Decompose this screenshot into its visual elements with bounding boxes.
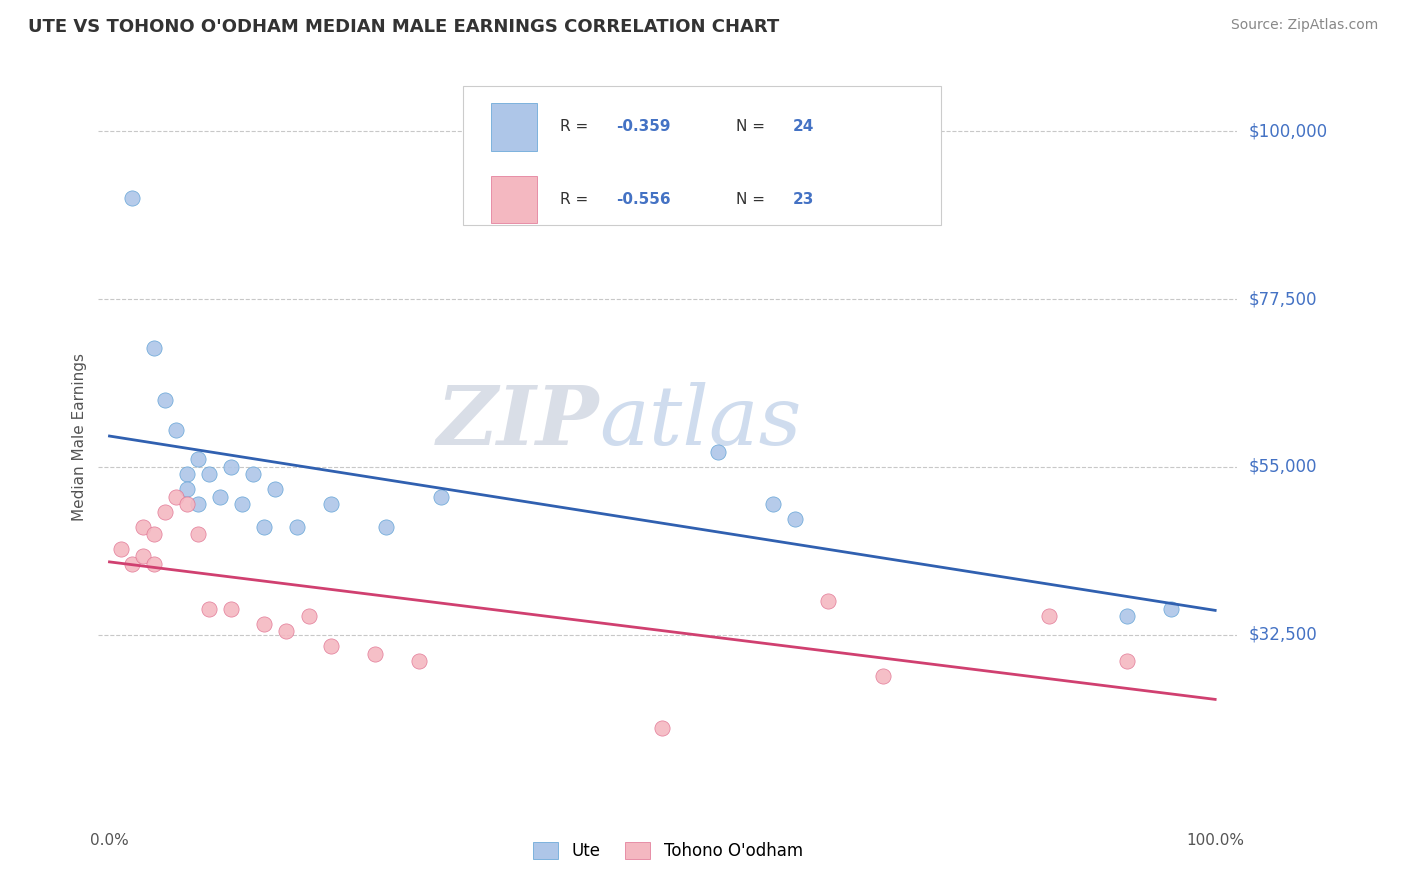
Point (176, 467, 198, 482)
Point (253, 616, 276, 631)
Text: $55,000: $55,000 (1249, 458, 1317, 476)
Text: UTE VS TOHONO O'ODHAM MEDIAN MALE EARNINGS CORRELATION CHART: UTE VS TOHONO O'ODHAM MEDIAN MALE EARNIN… (28, 18, 779, 36)
Point (121, 557, 143, 571)
Text: $100,000: $100,000 (1249, 122, 1327, 140)
Text: 0.0%: 0.0% (90, 833, 129, 848)
Legend: Ute, Tohono O'odham: Ute, Tohono O'odham (533, 842, 803, 860)
Point (872, 669, 894, 683)
Point (1115, 609, 1137, 624)
Point (187, 452, 209, 467)
Text: R =: R = (560, 120, 593, 135)
Point (142, 341, 165, 355)
Text: -0.359: -0.359 (617, 120, 671, 135)
Y-axis label: Median Male Earnings: Median Male Earnings (72, 353, 87, 521)
Point (153, 392, 176, 407)
Text: $32,500: $32,500 (1249, 626, 1317, 644)
Text: -0.556: -0.556 (617, 192, 671, 207)
Point (1115, 654, 1137, 668)
Text: $77,500: $77,500 (1249, 290, 1317, 308)
Point (817, 594, 839, 608)
Point (131, 519, 153, 533)
Point (408, 654, 430, 668)
Point (219, 601, 242, 615)
Point (651, 721, 673, 735)
Point (264, 483, 287, 497)
Point (297, 609, 319, 624)
Point (242, 467, 264, 482)
Point (165, 423, 187, 437)
Text: 23: 23 (793, 192, 814, 207)
Point (142, 527, 165, 541)
Point (198, 467, 221, 482)
Point (121, 191, 143, 205)
Point (176, 497, 198, 511)
Text: atlas: atlas (599, 383, 801, 462)
Point (176, 483, 198, 497)
Text: R =: R = (560, 192, 593, 207)
Point (364, 647, 387, 661)
Point (187, 497, 209, 511)
Point (319, 497, 342, 511)
Bar (491, 103, 537, 151)
Text: N =: N = (737, 192, 770, 207)
Point (287, 519, 309, 533)
Text: 24: 24 (793, 120, 814, 135)
FancyBboxPatch shape (463, 86, 941, 225)
Text: N =: N = (737, 120, 770, 135)
Point (131, 549, 153, 564)
Text: 100.0%: 100.0% (1187, 833, 1244, 848)
Point (783, 512, 806, 526)
Point (319, 639, 342, 653)
Text: ZIP: ZIP (437, 383, 599, 462)
Point (187, 527, 209, 541)
Point (276, 624, 298, 639)
Point (142, 557, 165, 571)
Point (374, 519, 396, 533)
Point (1038, 609, 1060, 624)
Point (231, 497, 253, 511)
Point (165, 490, 187, 504)
Bar (491, 176, 537, 223)
Point (706, 445, 728, 459)
Point (1160, 601, 1182, 615)
Point (430, 490, 453, 504)
Point (253, 519, 276, 533)
Text: Source: ZipAtlas.com: Source: ZipAtlas.com (1230, 18, 1378, 32)
Point (219, 459, 242, 474)
Point (198, 601, 221, 615)
Point (153, 505, 176, 519)
Point (209, 490, 232, 504)
Point (110, 542, 132, 557)
Point (762, 497, 785, 511)
